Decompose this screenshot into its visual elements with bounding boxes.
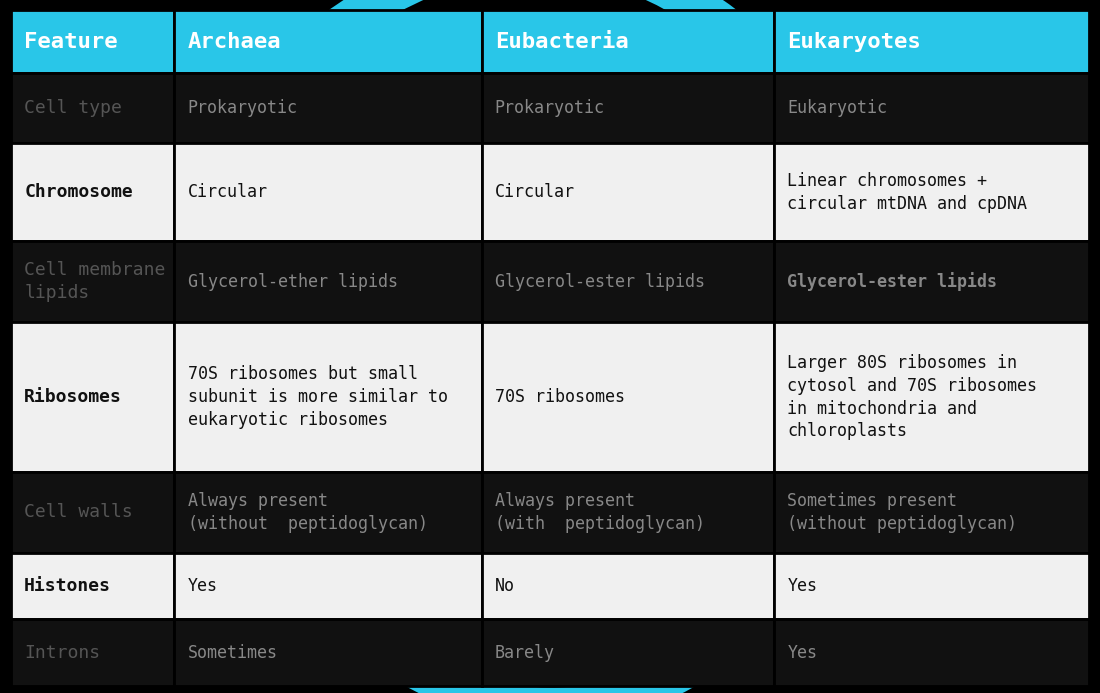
Bar [774,73,1089,143]
Text: Linear chromosomes +
circular mtDNA and cpDNA: Linear chromosomes + circular mtDNA and … [788,172,1027,213]
Bar [11,553,175,620]
Bar [11,472,175,553]
Text: Eubacteria: Eubacteria [495,32,628,52]
Bar [11,241,175,322]
Bar [774,10,1089,73]
Text: Circular: Circular [188,184,267,201]
Bar [482,322,774,472]
Text: Yes: Yes [788,644,817,662]
Text: Sometimes: Sometimes [188,644,277,662]
Text: Yes: Yes [188,577,218,595]
Bar [175,620,482,686]
Bar [482,143,774,241]
Text: No: No [495,577,515,595]
Bar [774,143,1089,241]
Text: Barely: Barely [495,644,554,662]
Text: Cell membrane
lipids: Cell membrane lipids [24,261,166,302]
Text: 70S ribosomes: 70S ribosomes [495,388,625,406]
Bar [175,10,482,73]
Bar [11,73,175,143]
Bar [774,322,1089,472]
Bar [774,620,1089,686]
Bar [774,472,1089,553]
Text: Circular: Circular [495,184,574,201]
Text: Prokaryotic: Prokaryotic [495,99,605,117]
Bar [482,553,774,620]
Bar [11,10,175,73]
Text: Cell walls: Cell walls [24,503,133,521]
Bar [175,472,482,553]
Bar [482,73,774,143]
Text: Eukaryotes: Eukaryotes [788,32,921,52]
Text: Histones: Histones [24,577,111,595]
Bar [175,73,482,143]
Bar [482,472,774,553]
Text: Chromosome: Chromosome [24,184,133,201]
Text: Yes: Yes [788,577,817,595]
Text: Cell type: Cell type [24,99,122,117]
Bar [774,241,1089,322]
Bar [175,241,482,322]
Text: Glycerol-ether lipids: Glycerol-ether lipids [188,273,398,291]
Text: Sometimes present
(without peptidoglycan): Sometimes present (without peptidoglycan… [788,492,1018,533]
Text: Glycerol-ester lipids: Glycerol-ester lipids [788,272,998,292]
Bar [11,620,175,686]
Text: 70S ribosomes but small
subunit is more similar to
eukaryotic ribosomes: 70S ribosomes but small subunit is more … [188,365,448,429]
Text: Glycerol-ester lipids: Glycerol-ester lipids [495,273,705,291]
Bar [11,322,175,472]
Text: Feature: Feature [24,32,118,52]
Text: Ribosomes: Ribosomes [24,388,122,406]
Text: Always present
(without  peptidoglycan): Always present (without peptidoglycan) [188,492,428,533]
Bar [175,322,482,472]
Bar [774,553,1089,620]
Bar [482,10,774,73]
Text: Eukaryotic: Eukaryotic [788,99,888,117]
Bar [11,143,175,241]
Text: Always present
(with  peptidoglycan): Always present (with peptidoglycan) [495,492,705,533]
Text: Larger 80S ribosomes in
cytosol and 70S ribosomes
in mitochondria and
chloroplas: Larger 80S ribosomes in cytosol and 70S … [788,354,1037,441]
Bar [175,143,482,241]
Bar [482,241,774,322]
Text: Archaea: Archaea [188,32,282,52]
Text: Introns: Introns [24,644,100,662]
Bar [175,553,482,620]
Bar [482,620,774,686]
Text: Prokaryotic: Prokaryotic [188,99,298,117]
